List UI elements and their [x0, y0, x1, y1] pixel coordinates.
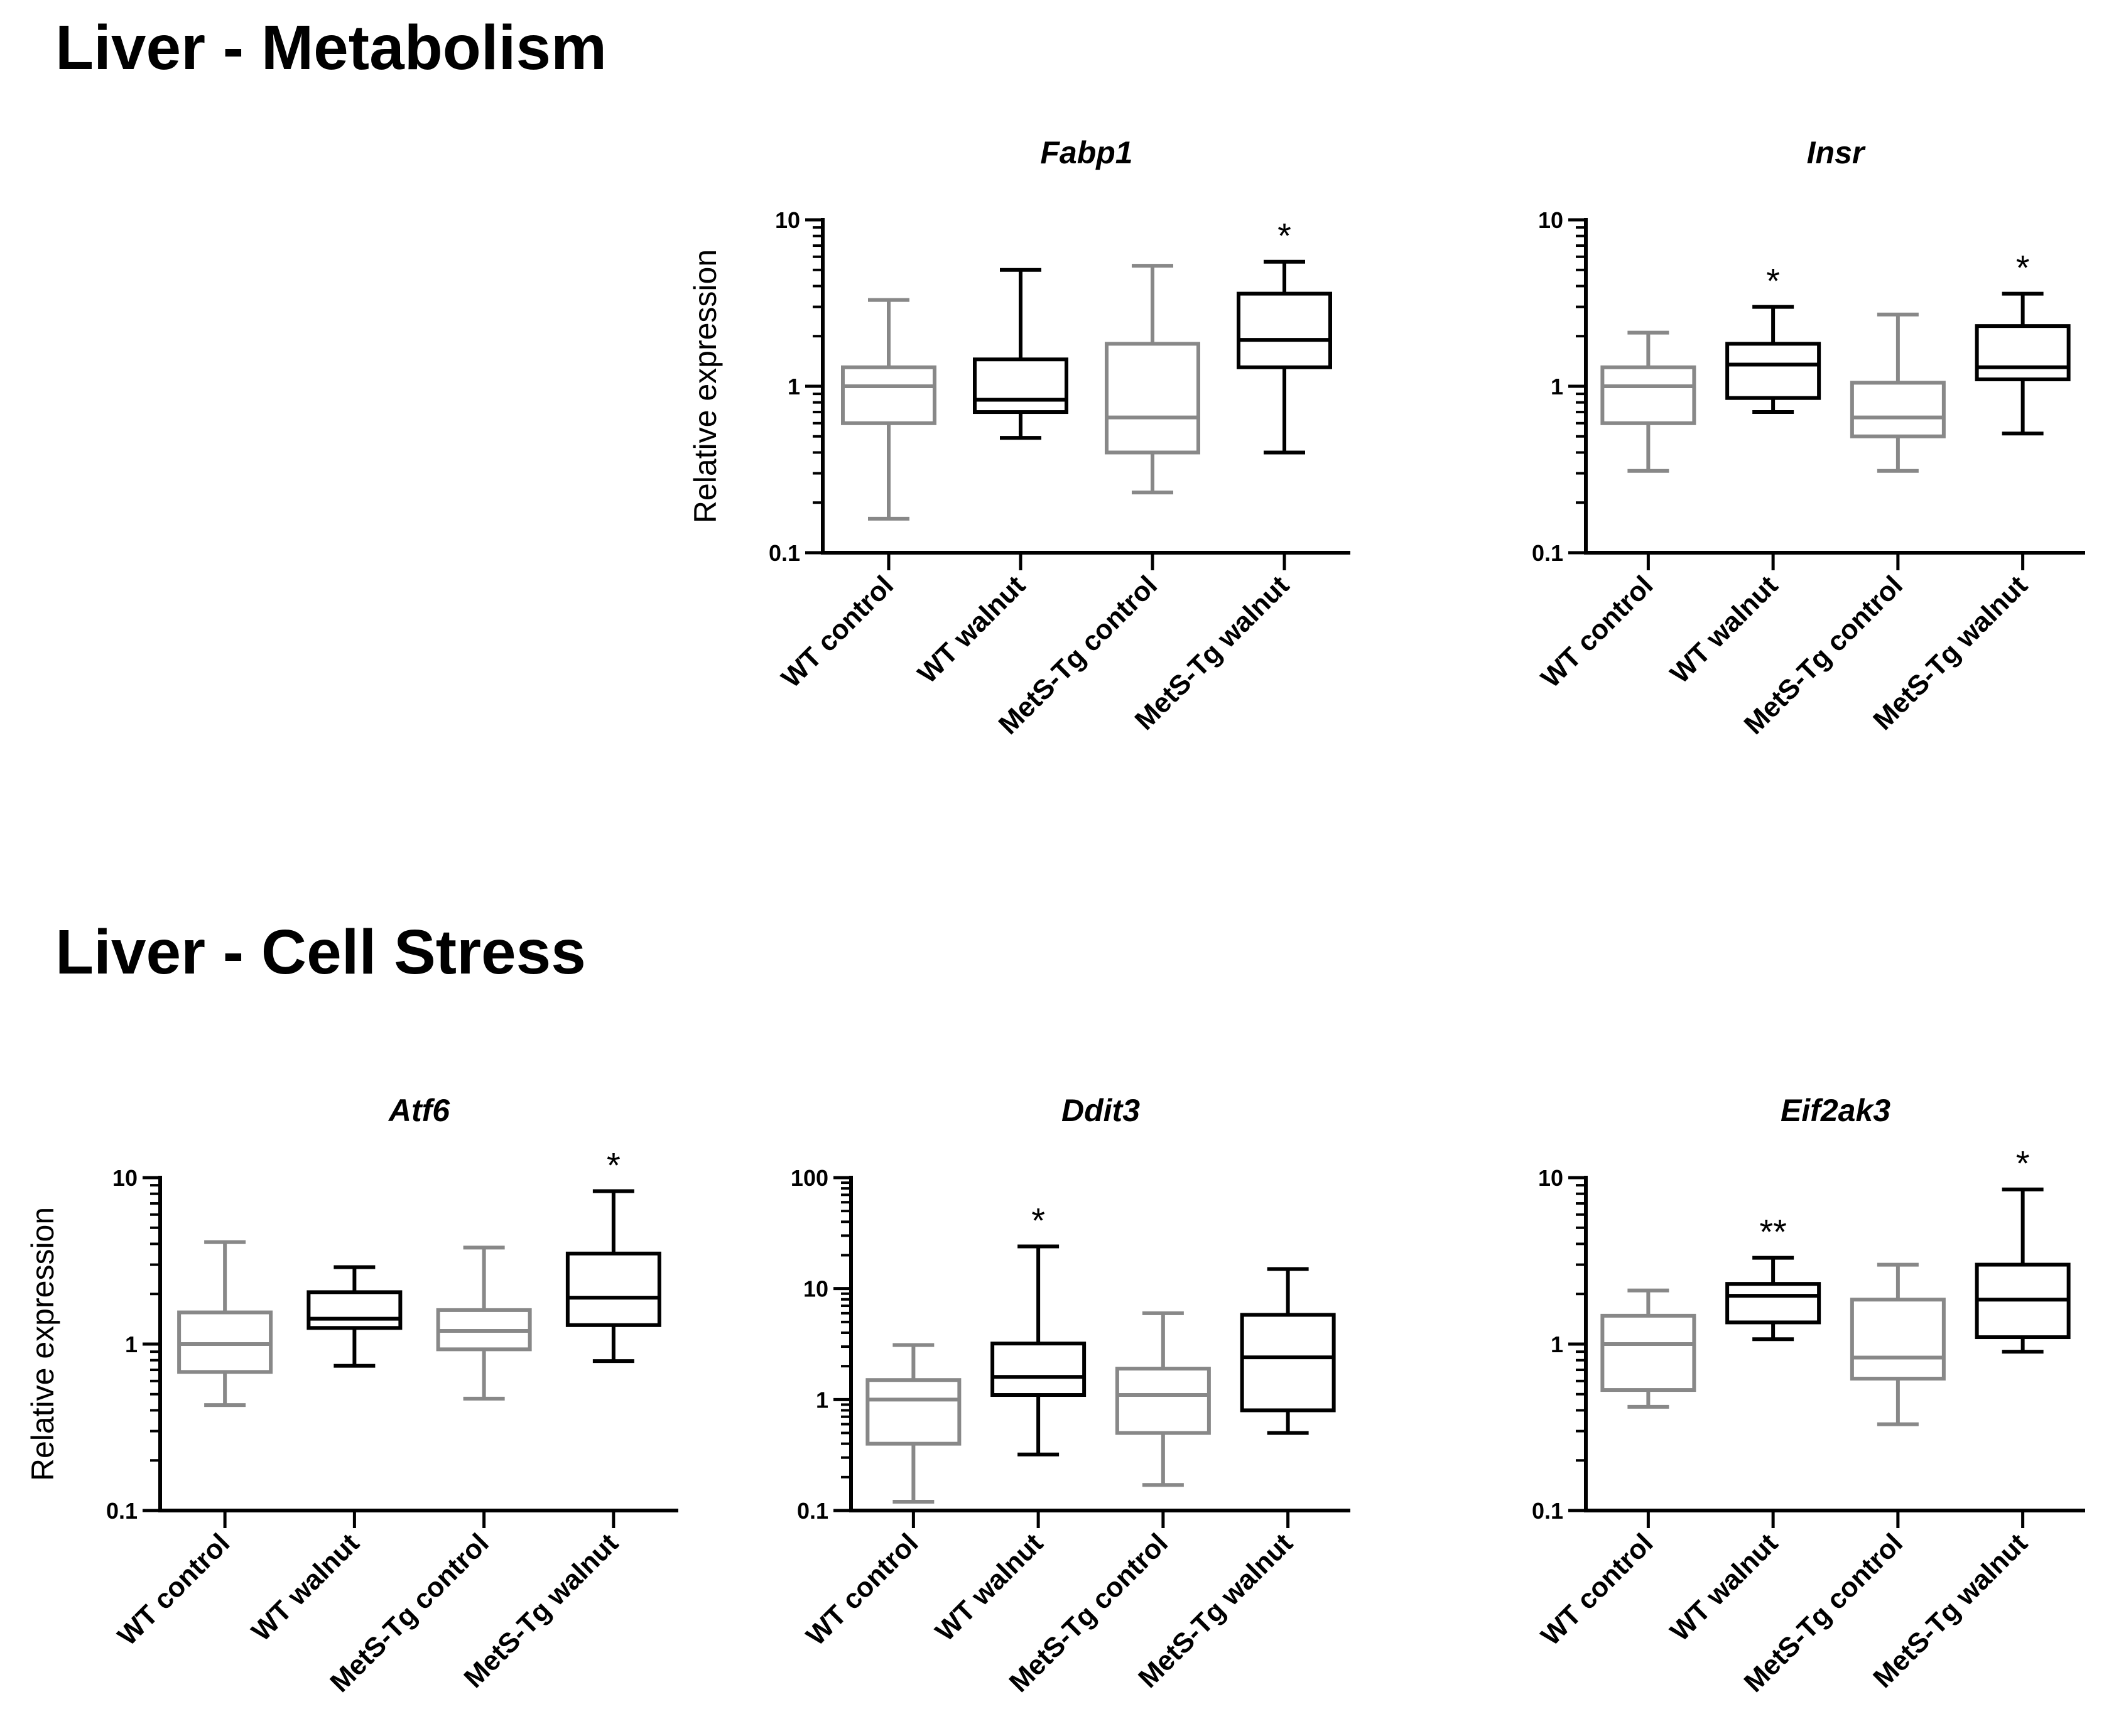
iqr-box [1237, 291, 1332, 369]
y-tick-label: 10 [803, 1276, 828, 1302]
chart-fabp1: Fabp1 0.1 1 10 Relative expression WT control… [688, 135, 1350, 741]
box-mets-tg-walnut: * [1975, 248, 2071, 436]
significance-marker: * [2016, 248, 2030, 288]
y-tick-label: 0.1 [106, 1498, 138, 1524]
x-tick-label-wt-control: WT control [1535, 570, 1659, 693]
chart-atf6: Atf6 0.1 1 10 Relative expression WT control W… [25, 1093, 678, 1698]
iqr-box [1725, 342, 1821, 400]
y-tick-label: 1 [125, 1332, 138, 1357]
y-tick-label: 1 [1551, 1332, 1563, 1357]
chart-title-ddit3: Ddit3 [1061, 1093, 1140, 1128]
significance-marker: * [1277, 216, 1291, 256]
chart-title-insr: Insr [1807, 135, 1866, 170]
significance-marker: * [1766, 261, 1780, 301]
y-tick-label: 0.1 [1532, 540, 1563, 566]
y-tick-label: 10 [112, 1165, 138, 1191]
y-tick-label: 0.1 [797, 1498, 828, 1524]
box-mets-tg-walnut: * [1237, 216, 1332, 455]
x-tick-label-wt-walnut: WT walnut [1664, 570, 1784, 689]
box-wt-walnut: * [1725, 261, 1821, 415]
significance-marker: ** [1759, 1212, 1787, 1252]
box-wt-control [1600, 330, 1696, 473]
iqr-box [1600, 365, 1696, 425]
x-tick-label-wt-walnut: WT walnut [1664, 1527, 1784, 1647]
significance-marker: * [2016, 1144, 2030, 1183]
y-axis-label: Relative expression [25, 1207, 60, 1481]
box-wt-walnut [973, 268, 1068, 440]
y-tick-label: 1 [1551, 374, 1563, 399]
iqr-box [841, 365, 936, 425]
box-wt-walnut [306, 1265, 403, 1368]
iqr-box [1240, 1313, 1336, 1413]
iqr-box [1115, 1367, 1211, 1435]
x-tick-label-wt-control: WT control [776, 570, 899, 693]
iqr-box [1975, 324, 2071, 382]
box-wt-walnut: * [990, 1200, 1087, 1457]
x-tick-label-wt-walnut: WT walnut [930, 1527, 1049, 1647]
iqr-box [1105, 342, 1200, 455]
chart-title-eif2ak3: Eif2ak3 [1781, 1093, 1890, 1128]
iqr-box [306, 1290, 403, 1330]
iqr-box [990, 1342, 1087, 1397]
iqr-box [865, 1378, 962, 1446]
section-title-cell-stress: Liver - Cell Stress [55, 917, 586, 987]
box-mets-tg-walnut [1240, 1267, 1336, 1435]
x-tick-label-wt-walnut: WT walnut [246, 1527, 365, 1647]
box-wt-walnut: ** [1725, 1212, 1821, 1342]
significance-marker: * [1031, 1200, 1045, 1240]
significance-marker: * [607, 1145, 621, 1185]
box-wt-control [841, 298, 936, 521]
box-wt-control [865, 1343, 962, 1504]
iqr-box [1850, 381, 1946, 438]
box-mets-tg-walnut: * [1975, 1144, 2071, 1354]
y-axis-label: Relative expression [688, 249, 723, 523]
y-tick-label: 0.1 [769, 540, 800, 566]
y-tick-label: 10 [1538, 207, 1563, 233]
iqr-box [973, 357, 1068, 415]
box-mets-tg-control [1850, 1262, 1946, 1426]
box-wt-control [177, 1240, 273, 1408]
y-tick-label: 1 [816, 1387, 828, 1413]
section-title-metabolism: Liver - Metabolism [55, 13, 607, 83]
chart-title-fabp1: Fabp1 [1040, 135, 1132, 170]
y-tick-label: 10 [775, 207, 800, 233]
x-tick-label-wt-control: WT control [800, 1527, 924, 1651]
box-wt-control [1600, 1288, 1696, 1409]
box-mets-tg-walnut: * [565, 1145, 661, 1364]
iqr-box [1725, 1282, 1821, 1325]
iqr-box [565, 1251, 661, 1327]
box-mets-tg-control [436, 1245, 532, 1401]
box-mets-tg-control [1850, 312, 1946, 473]
y-tick-label: 10 [1538, 1165, 1563, 1191]
chart-title-atf6: Atf6 [388, 1093, 450, 1128]
x-tick-label-wt-walnut: WT walnut [912, 570, 1031, 689]
box-mets-tg-control [1105, 264, 1200, 495]
y-tick-label: 100 [791, 1165, 828, 1191]
iqr-box [1850, 1298, 1946, 1381]
y-tick-label: 1 [788, 374, 800, 399]
iqr-box [1600, 1313, 1696, 1392]
y-tick-label: 0.1 [1532, 1498, 1563, 1524]
x-tick-label-wt-control: WT control [112, 1527, 236, 1651]
iqr-box [177, 1310, 273, 1374]
x-tick-label-wt-control: WT control [1535, 1527, 1659, 1651]
box-mets-tg-control [1115, 1311, 1211, 1487]
